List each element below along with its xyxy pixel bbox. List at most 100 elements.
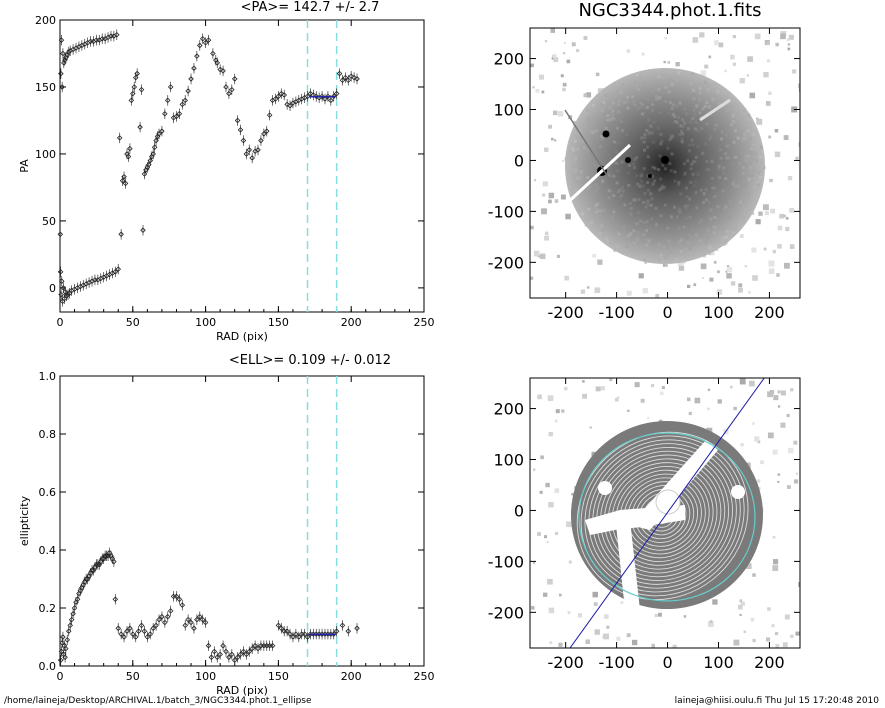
galaxy-texture: [664, 256, 668, 260]
galaxy-texture: [652, 249, 656, 253]
galaxy-texture: [637, 88, 641, 92]
noise-pixel: [774, 129, 779, 133]
galaxy-image: [530, 28, 800, 298]
image-title: NGC3344.phot.1.fits: [578, 0, 762, 21]
galaxy-texture: [683, 107, 687, 111]
galaxy-texture: [728, 135, 732, 139]
galaxy-texture: [700, 224, 704, 228]
data-point: [60, 651, 67, 658]
data-point: [342, 74, 349, 81]
galaxy-texture: [615, 238, 619, 242]
data-point: [336, 70, 343, 77]
data-point: [214, 654, 221, 661]
noise-pixel: [786, 413, 790, 418]
galaxy-texture: [644, 260, 648, 264]
data-point: [67, 622, 73, 629]
galaxy-texture: [586, 148, 590, 152]
galaxy-texture: [646, 202, 650, 206]
galaxy-texture: [651, 89, 655, 93]
galaxy-texture: [691, 72, 695, 76]
galaxy-texture: [701, 107, 705, 111]
galaxy-texture: [698, 86, 702, 90]
data-point: [182, 622, 188, 629]
galaxy-texture: [702, 254, 706, 258]
ell-plot-frame: [59, 375, 425, 667]
data-point: [105, 553, 111, 559]
data-point: [150, 151, 156, 157]
galaxy-texture: [742, 137, 746, 141]
galaxy-texture: [693, 160, 697, 164]
galaxy-texture: [620, 120, 624, 124]
galaxy-texture: [703, 104, 707, 108]
img-top-ytick-label: 200: [493, 50, 524, 69]
galaxy-texture: [724, 177, 728, 181]
galaxy-texture: [576, 147, 580, 151]
galaxy-texture: [695, 104, 699, 108]
galaxy-texture: [757, 171, 761, 175]
galaxy-texture: [574, 156, 578, 160]
galaxy-texture: [742, 110, 746, 114]
data-point: [176, 110, 183, 117]
noise-pixel: [786, 38, 790, 41]
galaxy-texture: [694, 120, 698, 124]
noise-pixel: [776, 273, 780, 277]
galaxy-texture: [637, 211, 641, 215]
galaxy-texture: [586, 175, 590, 179]
galaxy-texture: [593, 182, 597, 186]
data-point: [243, 651, 250, 658]
data-point: [202, 40, 209, 46]
noise-pixel: [768, 91, 772, 95]
noise-pixel: [530, 276, 534, 280]
noise-pixel: [785, 216, 789, 220]
isophote-ellipse: [600, 454, 726, 578]
galaxy-texture: [697, 98, 701, 102]
galaxy-texture: [596, 186, 600, 190]
footer-user-timestamp: laineja@hiisi.oulu.fi Thu Jul 15 17:20:4…: [674, 696, 879, 706]
data-point: [130, 90, 136, 97]
galaxy-texture: [675, 78, 679, 82]
noise-pixel: [756, 479, 761, 483]
galaxy-texture: [721, 189, 725, 193]
galaxy-texture: [733, 228, 737, 232]
galaxy-texture: [744, 154, 748, 158]
galaxy-texture: [662, 245, 666, 249]
galaxy-texture: [655, 222, 659, 226]
data-point: [87, 570, 94, 576]
galaxy-texture: [650, 131, 654, 135]
data-point: [57, 231, 64, 238]
noise-pixel: [548, 501, 554, 508]
galaxy-texture: [572, 149, 576, 153]
galaxy-texture: [716, 103, 720, 107]
noise-pixel: [789, 244, 795, 249]
galaxy-texture: [697, 78, 701, 82]
galaxy-texture: [689, 250, 693, 254]
pa-ytick-label: 50: [42, 215, 56, 228]
galaxy-texture: [646, 98, 650, 102]
noise-pixel: [790, 634, 794, 639]
galaxy-texture: [702, 201, 706, 205]
pa-ytick-label: 0: [49, 282, 56, 295]
noise-pixel: [744, 264, 748, 268]
galaxy-texture: [600, 103, 604, 107]
galaxy-texture: [692, 242, 696, 246]
galaxy-texture: [642, 201, 646, 205]
galaxy-texture: [586, 117, 590, 121]
galaxy-texture: [661, 163, 665, 167]
noise-pixel: [701, 276, 705, 280]
galaxy-texture: [718, 102, 722, 106]
noise-pixel: [730, 281, 736, 286]
galaxy-texture: [722, 243, 726, 247]
galaxy-texture: [570, 182, 574, 186]
img-bottom-xtick-label: -200: [548, 653, 584, 672]
noise-pixel: [751, 247, 757, 253]
noise-pixel: [568, 560, 572, 564]
data-point: [258, 137, 264, 144]
data-point: [197, 42, 203, 49]
noise-pixel: [561, 409, 565, 413]
galaxy-texture: [618, 195, 622, 199]
galaxy-texture: [641, 75, 645, 79]
galaxy-texture: [608, 105, 612, 109]
galaxy-texture: [619, 226, 623, 230]
noise-pixel: [533, 250, 540, 257]
galaxy-texture: [699, 234, 703, 238]
